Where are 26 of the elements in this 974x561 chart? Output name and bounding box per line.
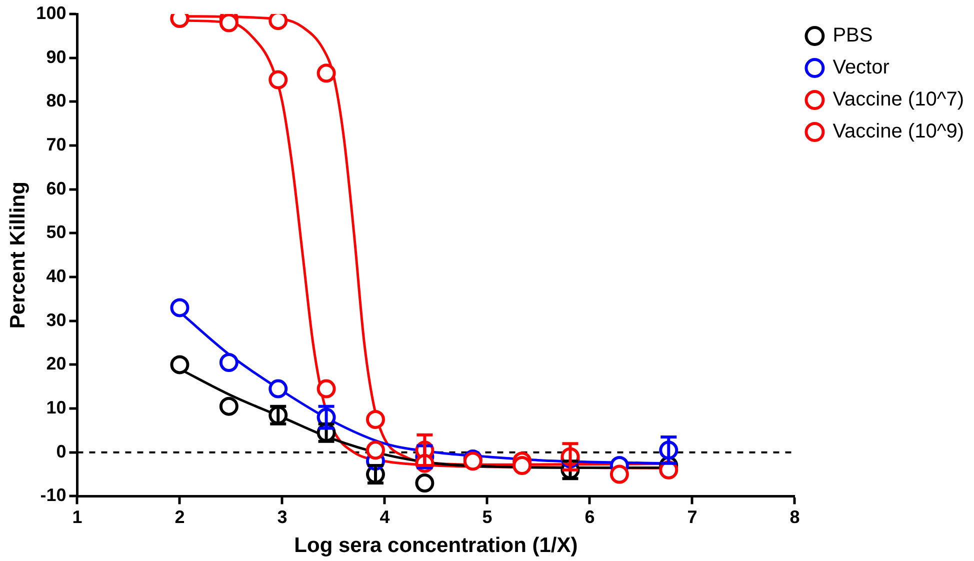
y-tick-label: 70 bbox=[46, 134, 66, 154]
y-tick-label: -10 bbox=[40, 485, 66, 506]
x-tick-label: 2 bbox=[174, 506, 185, 527]
y-tick-label: 50 bbox=[46, 222, 66, 242]
x-tick-label: 8 bbox=[790, 506, 800, 527]
legend-label: Vaccine (10^9) bbox=[832, 120, 964, 143]
y-tick-label: 0 bbox=[56, 441, 66, 462]
y-tick-label: 40 bbox=[46, 266, 66, 286]
y-tick-label: 20 bbox=[46, 354, 66, 374]
y-tick-label: 60 bbox=[46, 178, 66, 198]
y-tick-label: 100 bbox=[36, 2, 66, 23]
y-tick-label: 30 bbox=[46, 310, 66, 330]
y-tick-label: 10 bbox=[46, 397, 66, 418]
x-tick-label: 3 bbox=[277, 506, 288, 527]
y-axis-title: Percent Killing bbox=[6, 182, 30, 329]
x-tick-label: 6 bbox=[584, 506, 595, 527]
x-tick-label: 1 bbox=[72, 506, 82, 527]
x-tick-label: 4 bbox=[380, 506, 390, 527]
legend-label: Vector bbox=[832, 56, 890, 79]
x-tick-label: 7 bbox=[687, 506, 698, 527]
x-axis-title: Log sera concentration (1/X) bbox=[294, 534, 578, 558]
y-tick-label: 90 bbox=[46, 46, 66, 67]
y-tick-label: 80 bbox=[46, 90, 66, 111]
legend-label: PBS bbox=[832, 24, 873, 47]
x-tick-label: 5 bbox=[482, 506, 492, 527]
legend-label: Vaccine (10^7) bbox=[832, 88, 964, 111]
